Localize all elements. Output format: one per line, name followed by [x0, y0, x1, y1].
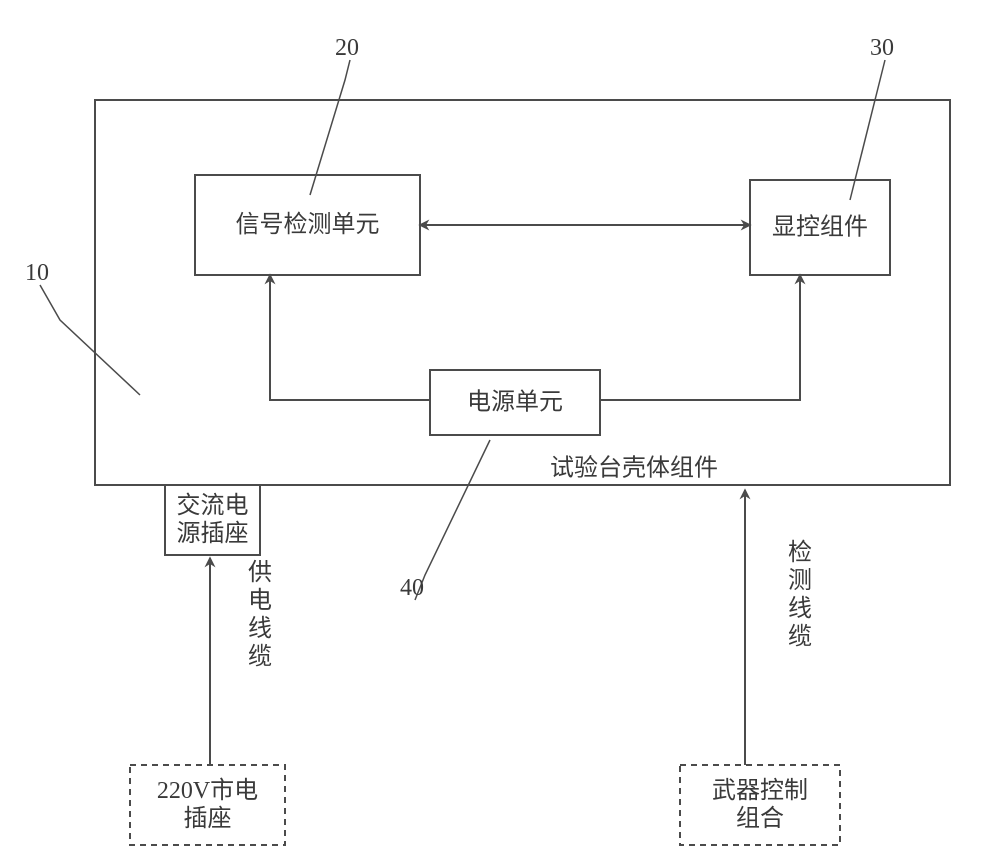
box-label-signal_detect: 信号检测单元: [236, 211, 380, 238]
diagram-canvas: 信号检测单元 显控组件电源单元交流电源插座 220V市电插座 武器控制组合 试验台壳体组…: [0, 0, 1000, 857]
box-label-power_unit: 电源单元: [467, 389, 563, 416]
ref-r30: 30: [870, 35, 894, 61]
leader-r10: [40, 285, 140, 395]
box-label-weapon_ctrl: 武器控制组合: [712, 777, 808, 832]
ref-r10: 10: [25, 260, 49, 286]
vlabel-detect_cable: 检测线缆: [788, 539, 812, 650]
conn-power-display: [600, 275, 800, 400]
box-label-mains_socket: 220V市电插座: [157, 777, 258, 832]
leader-r40: [415, 440, 490, 600]
box-label-display_ctrl: 显控组件: [772, 214, 868, 241]
main-frame: [95, 100, 950, 485]
vlabel-power_cable: 供电线缆: [248, 559, 272, 670]
conn-power-detect: [270, 275, 430, 400]
shell-label: 试验台壳体组件: [550, 455, 718, 482]
ref-r40: 40: [400, 575, 424, 601]
ref-r20: 20: [335, 35, 359, 61]
box-label-ac_socket: 交流电源插座: [177, 492, 249, 547]
